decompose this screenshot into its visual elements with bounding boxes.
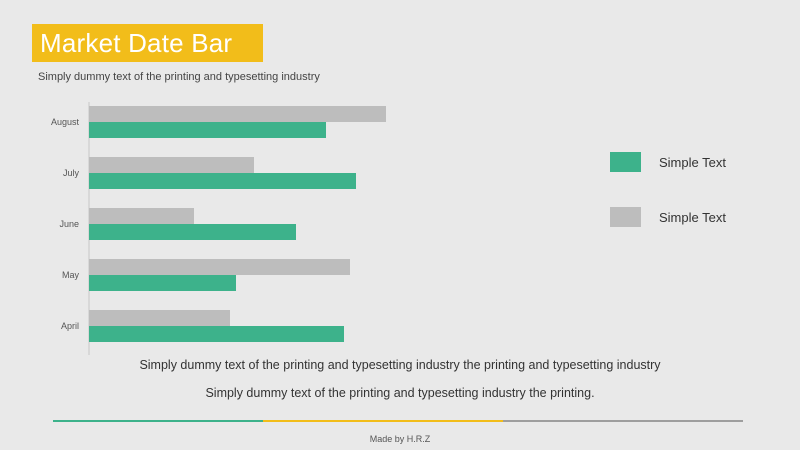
bar-april-series-0 [89, 310, 230, 326]
bar-july-series-0 [89, 157, 254, 173]
footer-credit: Made by H.R.Z [369, 434, 431, 444]
page-title: Market Date Bar [40, 27, 233, 58]
legend-swatch-green [610, 152, 641, 172]
category-label-july: July [63, 168, 80, 178]
legend-item-gray: Simple Text [610, 207, 726, 227]
bar-may-series-1 [89, 275, 236, 291]
bar-july-series-1 [89, 173, 356, 189]
category-label-april: April [61, 321, 79, 331]
legend-label-green: Simple Text [659, 154, 726, 170]
category-label-june: June [59, 219, 79, 229]
bar-june-series-1 [89, 224, 296, 240]
legend-item-green: Simple Text [610, 152, 726, 172]
bar-august-series-1 [89, 122, 326, 138]
bar-june-series-0 [89, 208, 194, 224]
footer-line-green [53, 420, 263, 422]
title-banner: Market Date Bar [32, 24, 263, 62]
legend-label-gray: Simple Text [659, 209, 726, 225]
footer-line-gray [503, 420, 743, 422]
legend-swatch-gray [610, 207, 641, 227]
page-subtitle: Simply dummy text of the printing and ty… [38, 71, 320, 83]
bar-may-series-0 [89, 259, 350, 275]
caption-line-2: Simply dummy text of the printing and ty… [205, 386, 595, 400]
category-label-may: May [62, 270, 80, 280]
footer-line-yellow [263, 420, 503, 422]
bar-april-series-1 [89, 326, 344, 342]
bar-august-series-0 [89, 106, 386, 122]
category-label-august: August [51, 117, 80, 127]
caption-line-1: Simply dummy text of the printing and ty… [139, 358, 661, 372]
